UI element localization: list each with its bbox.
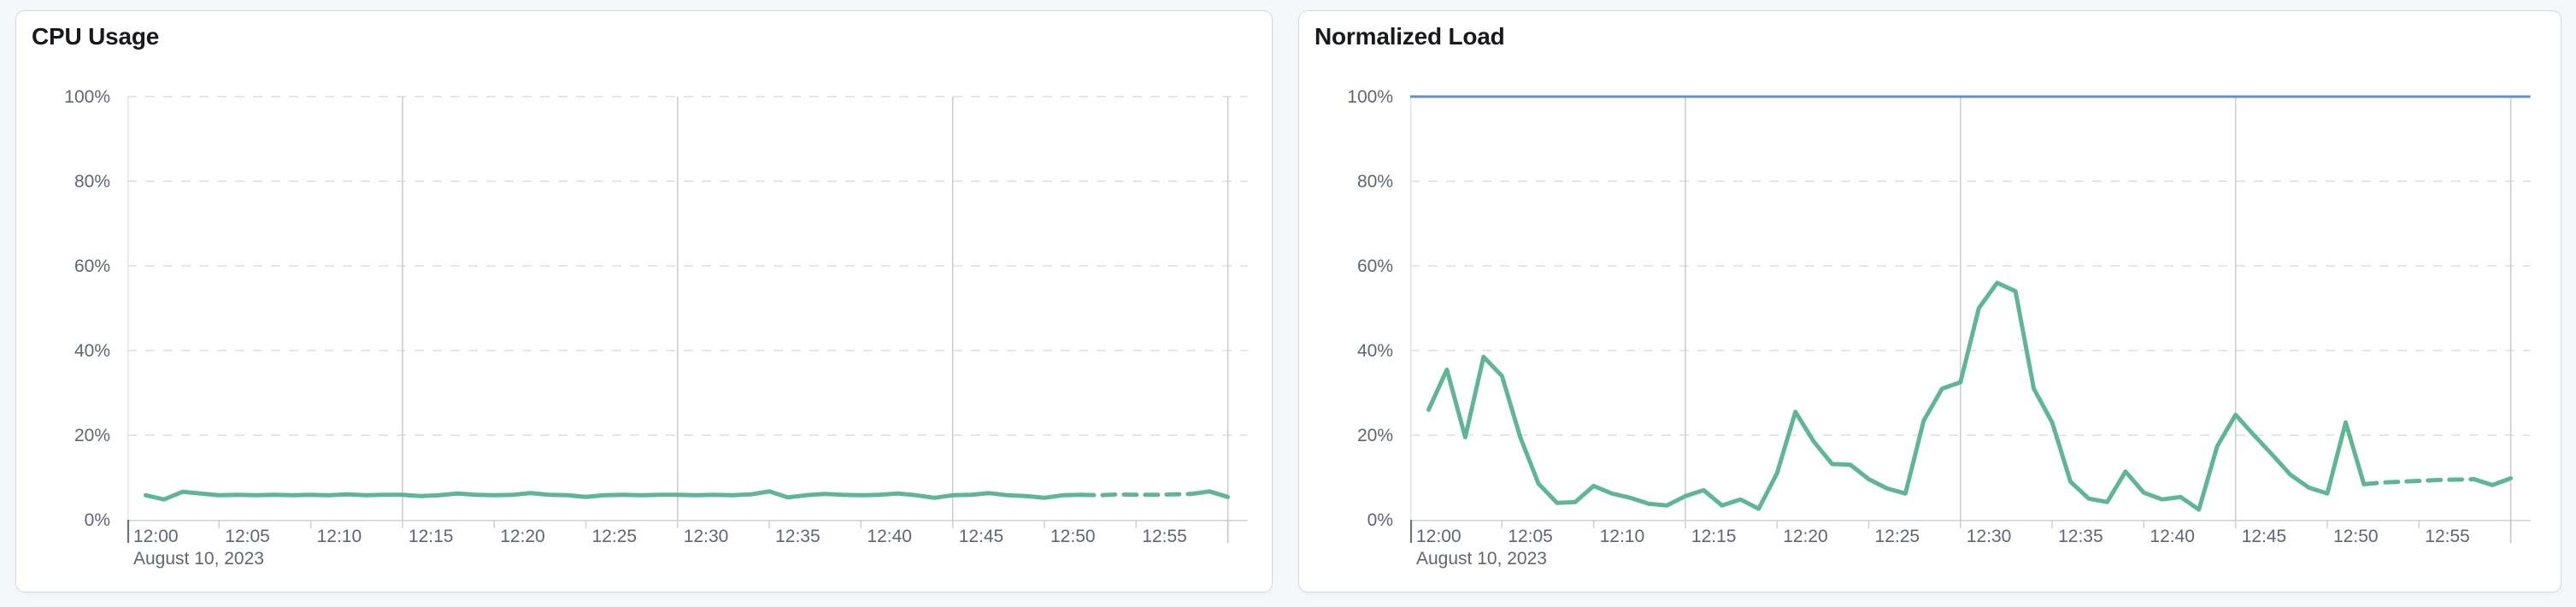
cpu-usage-panel: 0% 20% 40% 60% 80% 100% 12:00 12:05 12:10 12:15 12…	[15, 10, 1273, 592]
cpu-usage-chart[interactable]: 0% 20% 40% 60% 80% 100% 12:00 12:05 12:10 12:15 12…	[16, 11, 1272, 592]
normalized-load-chart[interactable]: 0% 20% 40% 60% 80% 100% 12:00 12:05 12:10 12:15 12…	[1299, 11, 2561, 592]
x-axis-label: 12:50	[1050, 527, 1096, 546]
x-axis-label: 12:20	[500, 527, 545, 546]
x-axis-label: 12:35	[775, 527, 820, 546]
x-axis-label: 12:55	[2425, 527, 2470, 546]
x-axis-label: 12:00	[1416, 527, 1461, 546]
y-axis-label: 20%	[1357, 426, 1393, 445]
series-line	[2361, 477, 2477, 486]
y-axis-label: 40%	[74, 341, 110, 361]
series-line	[144, 489, 1084, 502]
y-axis-label: 100%	[1347, 87, 1393, 107]
x-axis-label: 12:10	[317, 527, 362, 546]
x-axis-label: 12:25	[1875, 527, 1920, 546]
x-axis-label: 12:25	[592, 527, 638, 546]
y-axis-label: 0%	[1367, 510, 1393, 530]
x-axis-date-label: August 10, 2023	[1416, 549, 1547, 569]
x-axis-label: 12:30	[684, 527, 729, 546]
chart-title: Normalized Load	[1314, 23, 1505, 50]
x-axis-label: 12:20	[1783, 527, 1828, 546]
y-axis-label: 60%	[1357, 256, 1393, 276]
x-axis-label: 12:45	[2242, 527, 2287, 546]
x-axis-label: 12:05	[1508, 527, 1553, 546]
chart-title: CPU Usage	[32, 23, 160, 50]
x-axis-label: 12:50	[2333, 527, 2379, 546]
x-axis-date-label: August 10, 2023	[133, 549, 264, 569]
y-axis-label: 100%	[64, 87, 110, 107]
x-axis-label: 12:10	[1600, 527, 1645, 546]
normalized-load-panel: 0% 20% 40% 60% 80% 100% 12:00 12:05 12:10 12:15 12…	[1298, 10, 2561, 592]
y-axis-label: 80%	[74, 172, 110, 192]
series-line	[1189, 489, 1231, 499]
x-axis-label: 12:15	[409, 527, 454, 546]
x-axis-label: 12:45	[959, 527, 1004, 546]
y-axis-label: 20%	[74, 426, 110, 445]
x-axis-label: 12:40	[2150, 527, 2195, 546]
y-axis-label: 60%	[74, 256, 110, 276]
y-axis-label: 40%	[1357, 341, 1393, 361]
x-axis-label: 12:05	[225, 527, 270, 546]
x-axis-label: 12:00	[133, 527, 179, 546]
series-line	[1426, 280, 2367, 512]
x-axis-label: 12:30	[1967, 527, 2012, 546]
series-line	[1079, 492, 1194, 498]
y-axis-label: 0%	[85, 510, 110, 530]
x-axis-label: 12:35	[2058, 527, 2103, 546]
x-axis-label: 12:15	[1691, 527, 1737, 546]
x-axis-label: 12:40	[867, 527, 912, 546]
y-axis-label: 80%	[1357, 172, 1393, 192]
series-line	[2472, 476, 2514, 487]
x-axis-label: 12:55	[1142, 527, 1187, 546]
